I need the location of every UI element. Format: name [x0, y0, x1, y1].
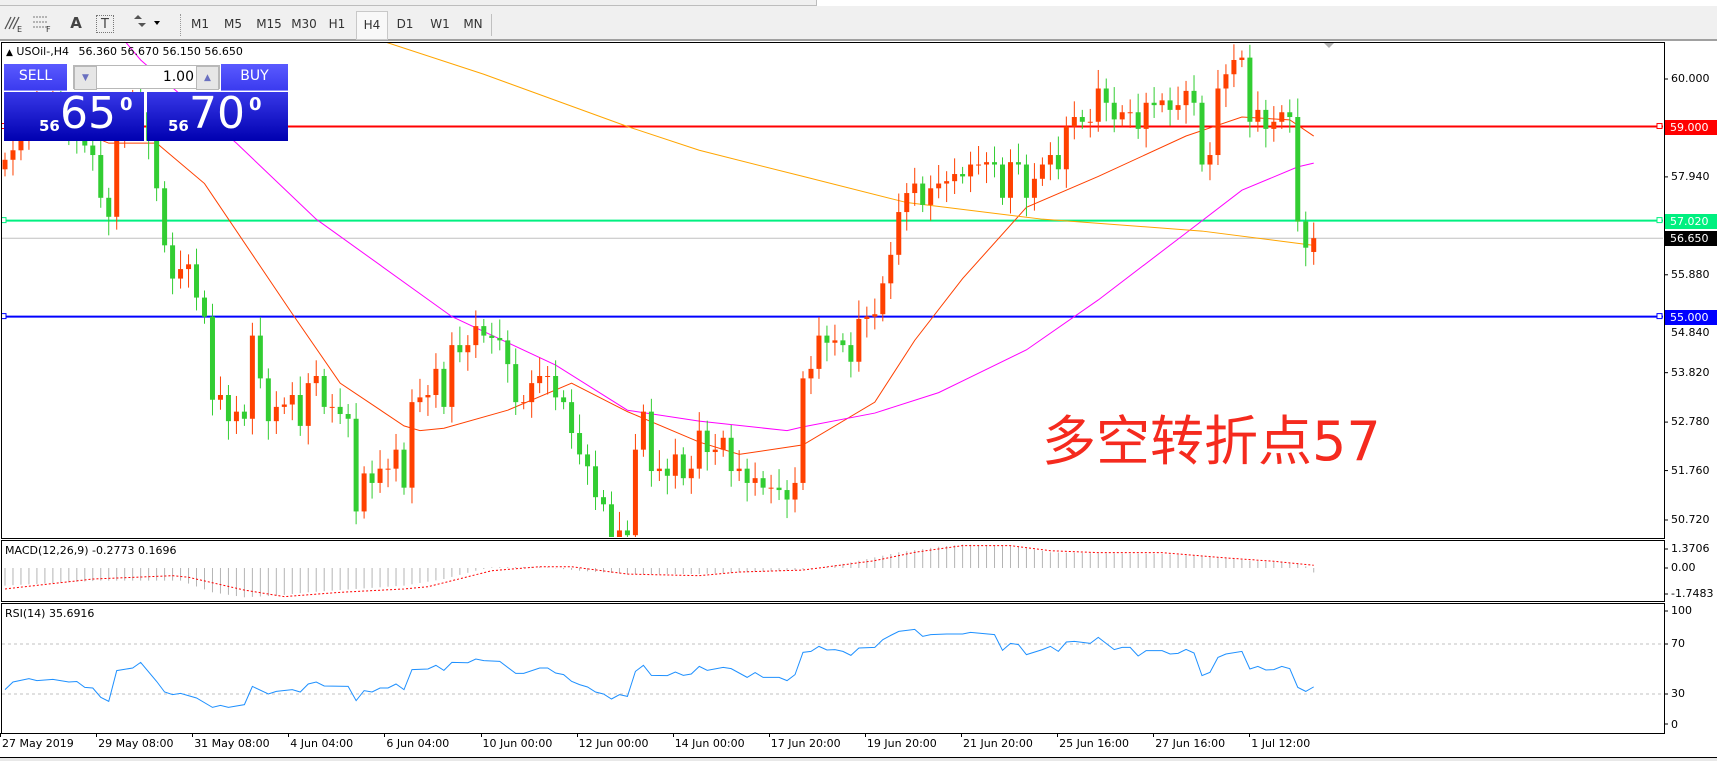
buy-price-box[interactable]: 56 70 0 — [147, 88, 288, 141]
macd-pane[interactable] — [1, 540, 1665, 602]
time-axis-label: 29 May 08:00 — [98, 737, 174, 750]
time-axis-label: 27 May 2019 — [2, 737, 74, 750]
time-axis-label: 6 Jun 04:00 — [386, 737, 450, 750]
chart-header: ▲ USOil-,H4 56.360 56.670 56.150 56.650 — [6, 45, 243, 58]
macd-axis-label: 0.00 — [1671, 561, 1696, 574]
time-tick — [288, 733, 290, 737]
rsi-axis-label: 0 — [1671, 718, 1678, 731]
price-axis-label: 57.940 — [1671, 169, 1710, 183]
time-axis-label: 19 Jun 20:00 — [866, 737, 937, 750]
time-tick — [576, 733, 578, 737]
sell-button[interactable]: SELL — [4, 64, 67, 91]
time-tick — [480, 733, 482, 737]
lot-increase-button[interactable]: ▲ — [196, 66, 219, 90]
macd-axis-label: -1.7483 — [1671, 587, 1714, 600]
collapse-triangle-icon[interactable]: ▲ — [6, 48, 13, 58]
time-axis-label: 12 Jun 00:00 — [578, 737, 649, 750]
svg-text:E: E — [17, 25, 22, 33]
level-price-tag: 59.000 — [1665, 119, 1717, 135]
time-axis-label: 31 May 08:00 — [194, 737, 270, 750]
time-axis-label: 14 Jun 00:00 — [674, 737, 745, 750]
rsi-axis-label: 100 — [1671, 604, 1692, 617]
chart-annotation-text[interactable]: 多空转折点57 — [1042, 410, 1381, 473]
level-price-tag: 57.020 — [1665, 213, 1717, 229]
lot-decrease-button[interactable]: ▼ — [74, 66, 97, 90]
sell-price-prefix: 56 — [39, 117, 60, 135]
elliott-wave-icon[interactable]: E — [2, 12, 26, 34]
svg-text:F: F — [46, 25, 51, 33]
buy-button[interactable]: BUY — [221, 64, 288, 91]
time-axis-label: 25 Jun 16:00 — [1059, 737, 1129, 750]
timeframe-m1[interactable]: M1 — [191, 17, 209, 31]
rsi-axis-label: 30 — [1671, 687, 1685, 700]
bottom-border — [0, 757, 1717, 761]
time-axis-label: 17 Jun 20:00 — [770, 737, 841, 750]
timeframe-m5[interactable]: M5 — [224, 17, 242, 31]
price-axis-label: 51.760 — [1671, 463, 1710, 477]
sell-price-main: 65 — [60, 88, 116, 139]
price-axis-label: 54.840 — [1671, 325, 1710, 339]
rsi-pane[interactable] — [1, 603, 1665, 734]
buy-price-main: 70 — [189, 88, 245, 139]
time-axis-label: 10 Jun 00:00 — [482, 737, 553, 750]
time-axis-label: 1 Jul 12:00 — [1251, 737, 1311, 750]
rsi-title: RSI(14) 35.6916 — [5, 607, 95, 620]
time-axis-label: 21 Jun 20:00 — [963, 737, 1033, 750]
lot-stepper: ▼ 1.00 ▲ — [73, 65, 220, 90]
time-tick — [192, 733, 194, 737]
top-toolbar-strip — [0, 0, 817, 6]
text-icon[interactable]: A — [70, 14, 82, 32]
fibonacci-icon[interactable]: F — [30, 12, 54, 34]
time-tick — [1249, 733, 1251, 737]
time-tick — [0, 733, 1, 737]
price-axis-label: 52.780 — [1671, 415, 1710, 429]
timeframe-d1[interactable]: D1 — [396, 17, 414, 31]
price-axis-label: 50.720 — [1671, 512, 1710, 526]
buy-price-prefix: 56 — [168, 117, 189, 135]
time-tick — [1057, 733, 1059, 737]
macd-title: MACD(12,26,9) -0.2773 0.1696 — [5, 544, 177, 557]
time-tick — [768, 733, 770, 737]
arrows-dropdown-icon[interactable] — [130, 12, 164, 34]
sell-price-box[interactable]: 56 65 0 — [4, 88, 144, 141]
time-tick — [961, 733, 962, 737]
level-price-tag: 56.650 — [1665, 231, 1717, 247]
timeframe-h1[interactable]: H1 — [328, 17, 346, 31]
one-click-trading-panel: SELL ▼ 1.00 ▲ BUY 56 65 0 56 70 0 — [4, 64, 288, 141]
time-tick — [672, 733, 674, 737]
timeframe-mn[interactable]: MN — [463, 17, 483, 31]
time-tick — [384, 733, 386, 737]
level-price-tag: 55.000 — [1665, 309, 1717, 325]
buy-price-point: 0 — [249, 94, 262, 115]
lot-input[interactable]: 1.00 — [162, 69, 194, 85]
symbol-timeframe: USOil-,H4 — [16, 45, 69, 58]
time-tick — [864, 733, 866, 737]
ohlc-values: 56.360 56.670 56.150 56.650 — [78, 45, 243, 58]
toolbar-separator — [491, 14, 493, 36]
timeframe-h4[interactable]: H4 — [356, 11, 388, 40]
rsi-axis-label: 70 — [1671, 637, 1685, 650]
time-tick — [96, 733, 98, 737]
chart-toolbar: E F A T M1 M5 M15 M30 H1 H4 D1 W1 MN — [0, 6, 1717, 41]
timeframe-w1[interactable]: W1 — [430, 17, 450, 31]
time-tick — [1153, 733, 1155, 737]
toolbar-separator — [180, 14, 182, 36]
macd-axis-label: 1.3706 — [1671, 542, 1710, 555]
price-axis-label: 55.880 — [1671, 267, 1710, 281]
price-axis-label: 60.000 — [1671, 72, 1710, 85]
timeframe-m30[interactable]: M30 — [291, 17, 317, 31]
time-axis-label: 4 Jun 04:00 — [290, 737, 354, 750]
price-axis-label: 53.820 — [1671, 365, 1710, 379]
timeframe-m15[interactable]: M15 — [256, 17, 282, 31]
text-label-icon[interactable]: T — [96, 15, 114, 33]
time-axis-label: 27 Jun 16:00 — [1155, 737, 1226, 750]
sell-price-point: 0 — [120, 94, 133, 115]
